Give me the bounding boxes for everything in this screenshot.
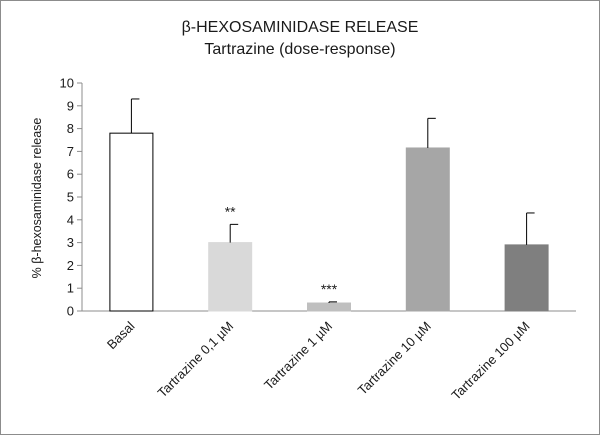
y-tick-label: 8 (67, 121, 74, 136)
y-tick-label: 2 (67, 258, 74, 273)
x-category-label: Basal (104, 318, 138, 352)
y-tick-label: 9 (67, 98, 74, 113)
x-category-label: Tartrazine 100 µM (448, 319, 532, 403)
y-tick-label: 10 (60, 76, 74, 91)
significance-marker-2: ** (225, 203, 236, 219)
y-tick-label: 5 (67, 190, 74, 205)
y-tick-label: 7 (67, 144, 74, 159)
plot-area: 0 1 2 3 4 5 6 7 8 9 10 Basal ** Tartrazine 0,1 µM *** T… (60, 76, 576, 403)
y-axis-title: % β-hexosaminidase release (30, 118, 44, 279)
x-category-label: Tartrazine 1 µM (261, 319, 335, 393)
bar-1 (109, 132, 154, 312)
significance-marker-3: *** (321, 281, 338, 297)
x-category-label: Tartrazine 0,1 µM (155, 319, 237, 401)
chart-subtitle: Tartrazine (dose-response) (204, 41, 395, 58)
bar-3 (307, 302, 351, 312)
y-tick-label: 1 (67, 281, 74, 296)
y-tick-label: 3 (67, 235, 74, 250)
chart-title: β-HEXOSAMINIDASE RELEASE (182, 19, 419, 36)
y-tick-label: 6 (67, 167, 74, 182)
bar-4 (405, 147, 450, 312)
y-tick-label: 0 (67, 304, 74, 319)
y-tick-label: 4 (67, 212, 74, 227)
x-category-label: Tartrazine 10 µM (355, 319, 434, 398)
bar-2 (208, 242, 253, 312)
bar-5 (504, 244, 549, 312)
